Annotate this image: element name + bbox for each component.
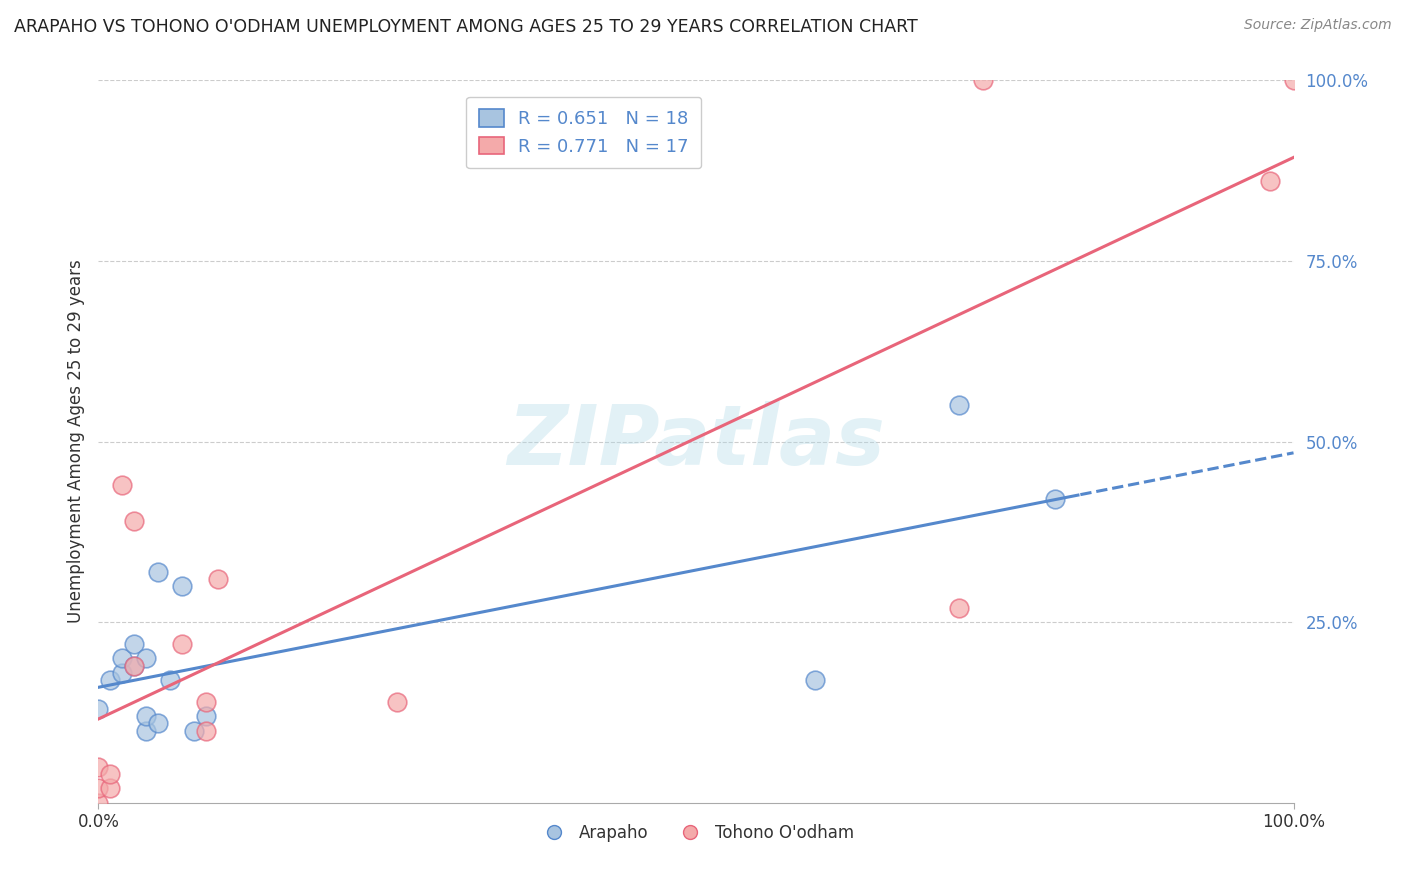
Text: ZIPatlas: ZIPatlas [508,401,884,482]
Point [135,651,157,665]
Point [87,796,110,810]
Point [87,760,110,774]
Point [87,702,110,716]
Point [124,637,146,651]
Point [207,572,229,586]
Point [124,658,146,673]
Point [124,514,146,528]
Point [111,478,134,492]
Point [183,723,205,738]
Point [98,767,122,781]
Legend: Arapaho, Tohono O'odham: Arapaho, Tohono O'odham [530,817,862,848]
Point [195,723,218,738]
Point [135,709,157,723]
Point [948,600,970,615]
Point [1282,73,1305,87]
Point [124,658,146,673]
Point [111,651,134,665]
Point [804,673,827,687]
Point [385,695,409,709]
Point [972,73,994,87]
Point [195,695,218,709]
Point [948,398,970,412]
Point [1043,492,1066,507]
Text: ARAPAHO VS TOHONO O'ODHAM UNEMPLOYMENT AMONG AGES 25 TO 29 YEARS CORRELATION CHA: ARAPAHO VS TOHONO O'ODHAM UNEMPLOYMENT A… [14,18,918,36]
Point [1258,174,1281,188]
Point [172,579,194,593]
Point [148,565,170,579]
Point [172,637,194,651]
Point [87,781,110,796]
Point [148,716,170,731]
Point [98,781,122,796]
Point [195,709,218,723]
Point [159,673,181,687]
Text: Source: ZipAtlas.com: Source: ZipAtlas.com [1244,18,1392,32]
Y-axis label: Unemployment Among Ages 25 to 29 years: Unemployment Among Ages 25 to 29 years [66,260,84,624]
Point [98,673,122,687]
Point [135,723,157,738]
Point [111,665,134,680]
